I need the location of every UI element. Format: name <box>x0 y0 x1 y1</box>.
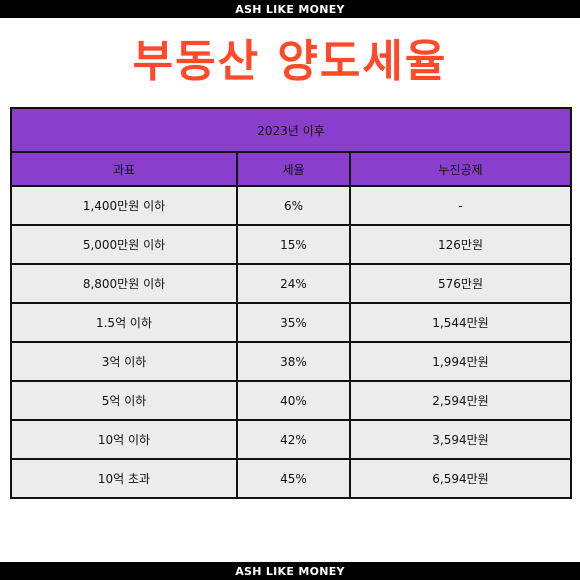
page-title: 부동산 양도세율 <box>132 36 448 87</box>
table-row: 5,000만원 이하 15% 126만원 <box>10 224 573 265</box>
cell-rate: 6% <box>236 185 351 226</box>
cell-rate: 40% <box>236 380 351 421</box>
top-banner-text: ASH LIKE MONEY <box>235 2 345 16</box>
column-header-deduction: 누진공제 <box>348 151 573 187</box>
table-row: 5억 이하 40% 2,594만원 <box>10 380 573 421</box>
table-row: 10억 초과 45% 6,594만원 <box>10 458 573 499</box>
cell-deduction: 576만원 <box>348 263 573 304</box>
cell-base: 1.5억 이하 <box>10 302 238 343</box>
bottom-banner-text: ASH LIKE MONEY <box>235 564 345 578</box>
cell-base: 10억 이하 <box>10 419 238 460</box>
cell-rate: 45% <box>236 458 351 499</box>
column-header-rate: 세율 <box>236 151 351 187</box>
cell-base: 10억 초과 <box>10 458 238 499</box>
cell-deduction: - <box>348 185 573 226</box>
table-row: 1.5억 이하 35% 1,544만원 <box>10 302 573 343</box>
table-row: 10억 이하 42% 3,594만원 <box>10 419 573 460</box>
cell-deduction: 1,544만원 <box>348 302 573 343</box>
cell-rate: 24% <box>236 263 351 304</box>
period-header: 2023년 이후 <box>9 107 573 153</box>
cell-deduction: 126만원 <box>348 224 573 265</box>
column-header-base: 과표 <box>10 151 238 187</box>
table-row: 8,800만원 이하 24% 576만원 <box>10 263 573 304</box>
cell-base: 3억 이하 <box>10 341 238 382</box>
cell-deduction: 2,594만원 <box>348 380 573 421</box>
table-row: 1,400만원 이하 6% - <box>10 185 573 226</box>
cell-base: 8,800만원 이하 <box>10 263 238 304</box>
column-header-row: 과표 세율 누진공제 <box>10 151 573 187</box>
cell-rate: 42% <box>236 419 351 460</box>
cell-base: 5,000만원 이하 <box>10 224 238 265</box>
cell-rate: 15% <box>236 224 351 265</box>
cell-rate: 35% <box>236 302 351 343</box>
cell-deduction: 6,594만원 <box>348 458 573 499</box>
bottom-banner: ASH LIKE MONEY <box>0 562 580 580</box>
period-header-row: 2023년 이후 <box>9 107 573 153</box>
cell-base: 1,400만원 이하 <box>10 185 238 226</box>
cell-rate: 38% <box>236 341 351 382</box>
tax-rate-table: 2023년 이후 과표 세율 누진공제 1,400만원 이하 6% - 5,00… <box>9 107 573 499</box>
table-row: 3억 이하 38% 1,994만원 <box>10 341 573 382</box>
cell-deduction: 3,594만원 <box>348 419 573 460</box>
cell-base: 5억 이하 <box>10 380 238 421</box>
cell-deduction: 1,994만원 <box>348 341 573 382</box>
top-banner: ASH LIKE MONEY <box>0 0 580 18</box>
